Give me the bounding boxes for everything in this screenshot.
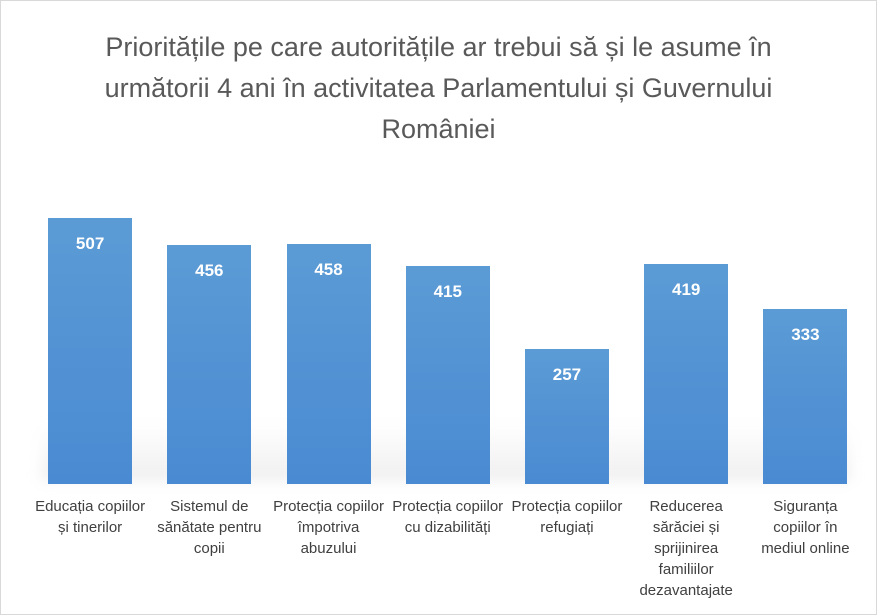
data-label: 507 [75, 233, 105, 253]
bar [405, 266, 490, 484]
data-label: 456 [195, 260, 224, 280]
x-tick-label: Protecția copiilor refugiați [511, 498, 623, 536]
x-tick-label: Educația copiilor și tinerilor [35, 498, 146, 536]
data-label: 415 [433, 282, 462, 302]
x-tick-label: Protecția copiilor cu dizabilități [392, 498, 504, 536]
x-tick-label: Sistemul de sănătate pentru copii [157, 498, 262, 557]
bar [167, 244, 252, 484]
x-tick-label: Protecția copiilor împotriva abuzului [273, 498, 384, 557]
data-label: 419 [671, 280, 701, 300]
x-tick-label: Reducerea sărăciei și sprijinirea famili… [639, 498, 733, 599]
data-label: 257 [552, 365, 582, 385]
chart-title: Prioritățile pe care autoritățile ar tre… [104, 32, 773, 144]
bar [524, 349, 609, 484]
data-label: 458 [314, 259, 343, 279]
x-tick-label: Siguranța copiilor în mediul online [761, 498, 850, 557]
bar [644, 264, 729, 484]
bar [286, 243, 371, 484]
bar [48, 217, 133, 484]
bar [763, 309, 848, 484]
data-label: 333 [791, 325, 820, 345]
